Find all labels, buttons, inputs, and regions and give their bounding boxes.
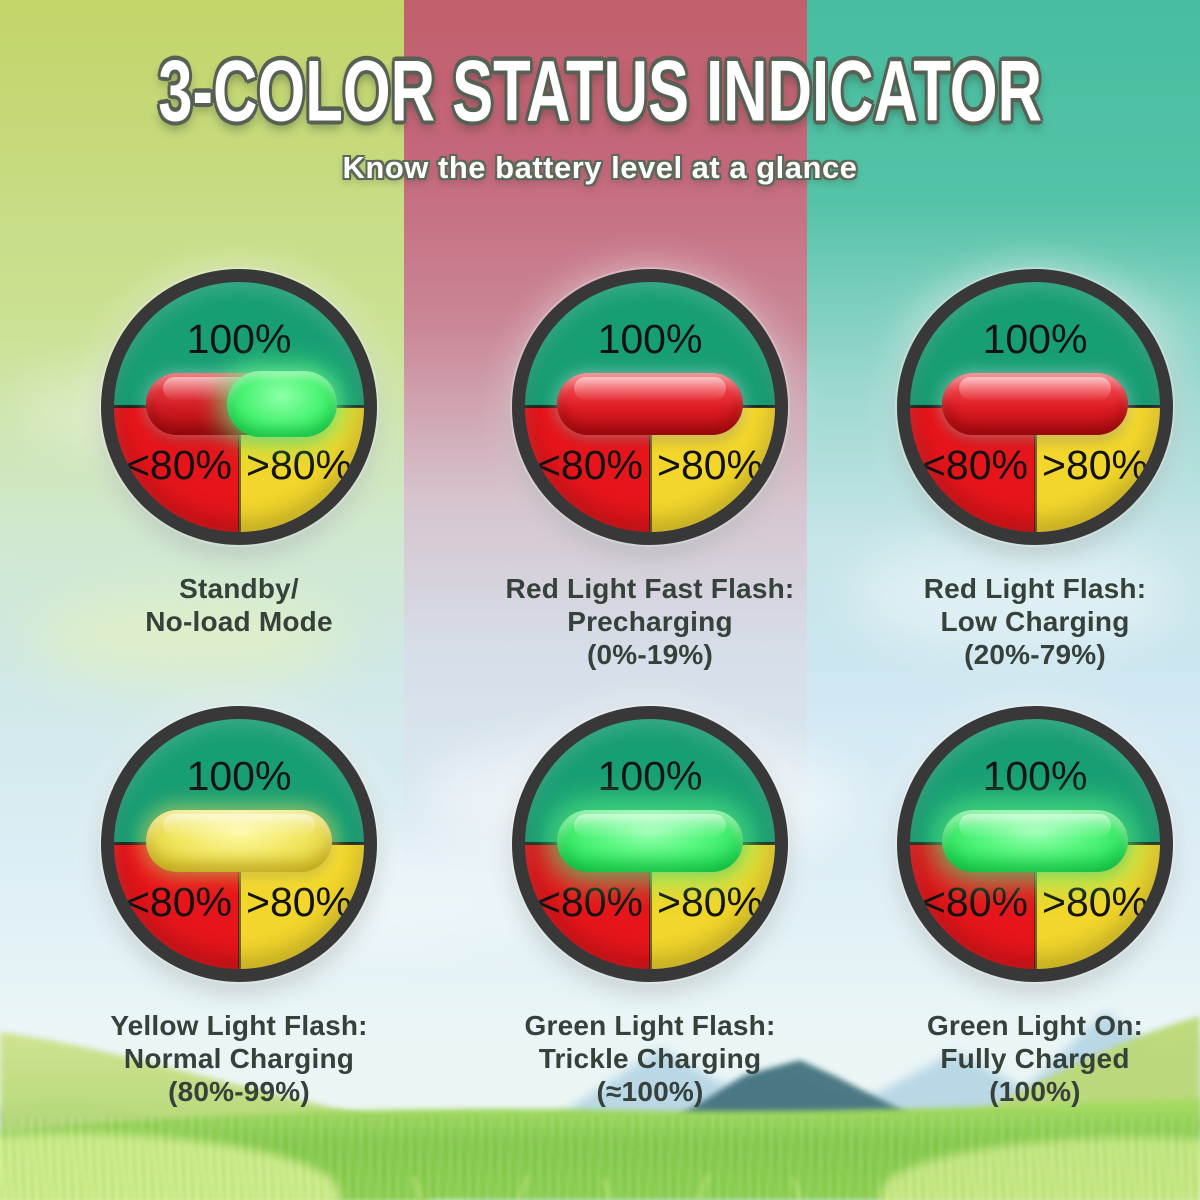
status-led-red bbox=[942, 373, 1128, 435]
gauge-divider-vertical bbox=[1034, 844, 1037, 969]
mountain-grass-scenery bbox=[0, 1012, 1200, 1200]
battery-gauge: 100% <80% >80% bbox=[512, 269, 788, 545]
gauge-label-100: 100% bbox=[982, 753, 1088, 799]
gauge-label-below-80: <80% bbox=[921, 442, 1028, 488]
battery-gauge: 100% <80% >80% bbox=[101, 269, 377, 545]
indicator-caption: Green Light Flash: Trickle Charging (≈10… bbox=[524, 1010, 776, 1107]
indicator-card-fully-charged: 100% <80% >80% Green Light On: Fully Cha… bbox=[835, 706, 1200, 1108]
indicator-card-standby: 100% <80% >80% Standby/ No-load Mode bbox=[39, 269, 439, 638]
gauge-divider-vertical bbox=[238, 407, 241, 532]
battery-gauge: 100% <80% >80% bbox=[897, 706, 1173, 982]
battery-gauge: 100% <80% >80% bbox=[101, 706, 377, 982]
gauge-label-100: 100% bbox=[186, 753, 292, 799]
battery-gauge: 100% <80% >80% bbox=[512, 706, 788, 982]
status-led-red-green bbox=[146, 371, 337, 437]
gauge-label-above-80: >80% bbox=[246, 442, 353, 488]
gauge-label-below-80: <80% bbox=[125, 442, 232, 488]
gauge-label-100: 100% bbox=[982, 316, 1088, 362]
gauge-label-above-80: >80% bbox=[657, 879, 764, 925]
gauge-label-above-80: >80% bbox=[657, 442, 764, 488]
gauge-label-100: 100% bbox=[186, 316, 292, 362]
battery-gauge: 100% <80% >80% bbox=[897, 269, 1173, 545]
gauge-divider-vertical bbox=[238, 844, 241, 969]
indicator-caption: Green Light On: Fully Charged (100%) bbox=[926, 1010, 1144, 1107]
gauge-label-below-80: <80% bbox=[921, 879, 1028, 925]
gauge-label-above-80: >80% bbox=[1042, 442, 1149, 488]
gauge-divider-vertical bbox=[649, 407, 652, 532]
indicator-caption: Standby/ No-load Mode bbox=[145, 573, 333, 637]
gauge-label-below-80: <80% bbox=[536, 442, 643, 488]
gauge-label-above-80: >80% bbox=[1042, 879, 1149, 925]
gauge-label-100: 100% bbox=[597, 753, 703, 799]
gauge-label-below-80: <80% bbox=[536, 879, 643, 925]
gauge-label-below-80: <80% bbox=[125, 879, 232, 925]
indicator-card-normal-charging: 100% <80% >80% Yellow Light Flash: Norma… bbox=[39, 706, 439, 1108]
indicator-card-precharging: 100% <80% >80% Red Light Fast Flash: Pre… bbox=[450, 269, 850, 671]
gauge-divider-vertical bbox=[649, 844, 652, 969]
status-led-green bbox=[942, 810, 1128, 872]
page-title: 3-COLOR STATUS INDICATOR bbox=[158, 43, 1042, 140]
indicator-caption: Yellow Light Flash: Normal Charging (80%… bbox=[110, 1010, 368, 1107]
grass-texture bbox=[0, 1116, 1200, 1200]
gauge-label-100: 100% bbox=[597, 316, 703, 362]
green-led-segment bbox=[227, 371, 337, 437]
gauge-divider-vertical bbox=[1034, 407, 1037, 532]
page-subtitle: Know the battery level at a glance bbox=[342, 150, 858, 185]
status-led-green bbox=[557, 810, 743, 872]
indicator-caption: Red Light Fast Flash: Precharging (0%-19… bbox=[505, 573, 795, 670]
indicator-card-low-charging: 100% <80% >80% Red Light Flash: Low Char… bbox=[835, 269, 1200, 671]
gauge-label-above-80: >80% bbox=[246, 879, 353, 925]
status-led-red bbox=[557, 373, 743, 435]
indicator-caption: Red Light Flash: Low Charging (20%-79%) bbox=[923, 573, 1147, 670]
indicator-card-trickle-charging: 100% <80% >80% Green Light Flash: Trickl… bbox=[450, 706, 850, 1108]
status-led-yellow bbox=[146, 810, 332, 872]
